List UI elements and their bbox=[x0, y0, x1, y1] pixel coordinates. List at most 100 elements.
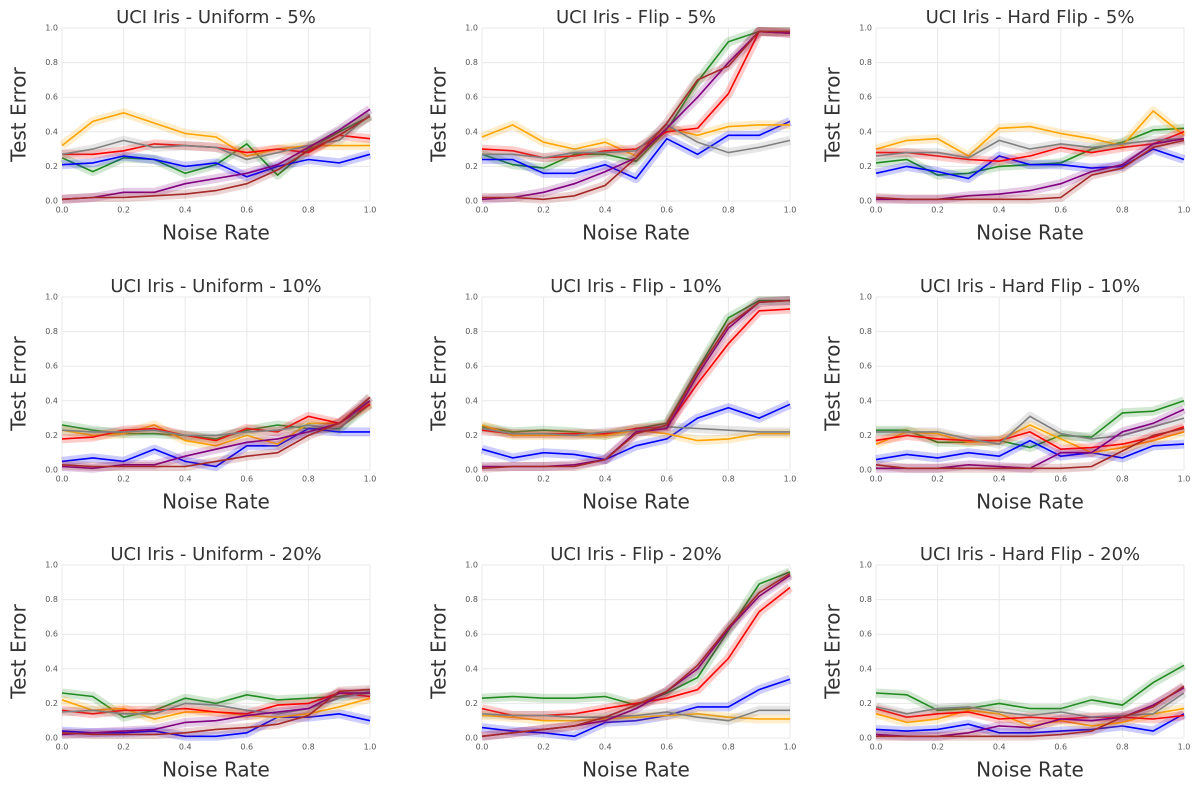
series-line bbox=[481, 30, 790, 169]
y-tick-label: 0.0 bbox=[859, 197, 872, 206]
y-tick-label: 0.0 bbox=[859, 466, 872, 475]
x-tick-label: 1.0 bbox=[364, 743, 377, 752]
y-tick-label: 0.6 bbox=[45, 362, 58, 371]
series-line bbox=[875, 707, 1185, 720]
y-tick-label: 0.0 bbox=[45, 734, 58, 743]
x-tick-label: 0.4 bbox=[599, 206, 612, 215]
x-tick-label: 0.8 bbox=[722, 743, 735, 752]
series-line bbox=[875, 137, 1185, 159]
x-tick-label: 0.6 bbox=[660, 743, 673, 752]
x-tick-label: 0.2 bbox=[931, 743, 944, 752]
series-line bbox=[61, 113, 371, 161]
y-tick-label: 0.8 bbox=[45, 58, 58, 67]
x-tick-label: 1.0 bbox=[1178, 206, 1191, 215]
x-tick-label: 0.2 bbox=[117, 475, 130, 484]
x-tick-label: 1.0 bbox=[784, 475, 797, 484]
x-tick-label: 0.0 bbox=[476, 475, 489, 484]
y-tick-label: 0.4 bbox=[859, 127, 872, 136]
y-tick-label: 0.6 bbox=[465, 93, 478, 102]
y-tick-label: 0.6 bbox=[45, 93, 58, 102]
x-tick-label: 0.8 bbox=[1116, 743, 1129, 752]
x-axis-label: Noise Rate bbox=[162, 221, 270, 245]
series-line bbox=[61, 401, 371, 447]
x-tick-label: 0.6 bbox=[1054, 206, 1067, 215]
y-tick-label: 0.2 bbox=[859, 699, 872, 708]
y-tick-label: 0.2 bbox=[45, 699, 58, 708]
series-line bbox=[61, 108, 371, 201]
x-tick-label: 1.0 bbox=[784, 743, 797, 752]
series-line bbox=[481, 30, 791, 159]
series-line bbox=[875, 707, 1185, 727]
series-line bbox=[875, 427, 1185, 470]
x-tick-label: 0.0 bbox=[870, 743, 883, 752]
y-axis-label: Test Error bbox=[427, 66, 451, 162]
x-tick-label: 0.8 bbox=[1116, 475, 1129, 484]
series-line bbox=[61, 688, 371, 736]
x-tick-label: 0.2 bbox=[117, 743, 130, 752]
y-tick-label: 0.6 bbox=[465, 362, 478, 371]
series-line bbox=[61, 692, 371, 719]
series-line bbox=[876, 131, 1185, 163]
y-tick-label: 0.0 bbox=[465, 197, 478, 206]
series-line bbox=[481, 572, 791, 738]
chart-title: UCI Iris - Flip - 5% bbox=[556, 7, 716, 28]
x-tick-label: 0.4 bbox=[993, 206, 1006, 215]
y-tick-label: 1.0 bbox=[45, 24, 58, 33]
series-line bbox=[876, 415, 1185, 445]
x-tick-label: 0.4 bbox=[179, 743, 192, 752]
series-line bbox=[61, 712, 371, 738]
y-tick-label: 0.6 bbox=[465, 630, 478, 639]
series-line bbox=[61, 396, 371, 437]
x-tick-label: 0.2 bbox=[537, 475, 550, 484]
chart-title: UCI Iris - Hard Flip - 10% bbox=[920, 276, 1140, 297]
x-tick-label: 0.0 bbox=[56, 206, 69, 215]
x-tick-label: 1.0 bbox=[364, 206, 377, 215]
series-line bbox=[481, 425, 790, 437]
x-axis-label: Noise Rate bbox=[976, 758, 1084, 782]
x-tick-label: 0.8 bbox=[1116, 206, 1129, 215]
x-tick-label: 0.0 bbox=[56, 743, 69, 752]
series-line bbox=[875, 439, 1185, 461]
series-line bbox=[875, 664, 1185, 712]
y-tick-label: 0.0 bbox=[859, 734, 872, 743]
series-line bbox=[876, 685, 1185, 738]
x-tick-label: 0.4 bbox=[179, 475, 192, 484]
series-line bbox=[481, 678, 791, 738]
y-tick-label: 0.2 bbox=[465, 431, 478, 440]
y-tick-label: 0.8 bbox=[465, 595, 478, 604]
y-tick-label: 0.4 bbox=[465, 127, 478, 136]
series-line bbox=[481, 299, 791, 470]
y-tick-label: 0.4 bbox=[45, 664, 58, 673]
y-tick-label: 0.6 bbox=[859, 93, 872, 102]
y-tick-label: 0.8 bbox=[465, 58, 478, 67]
y-tick-label: 1.0 bbox=[859, 561, 872, 570]
x-tick-label: 0.2 bbox=[537, 743, 550, 752]
x-tick-label: 0.6 bbox=[240, 743, 253, 752]
y-tick-label: 0.6 bbox=[859, 630, 872, 639]
x-tick-label: 0.2 bbox=[931, 206, 944, 215]
y-tick-label: 0.0 bbox=[465, 734, 478, 743]
y-tick-label: 0.8 bbox=[465, 327, 478, 336]
chart-title: UCI Iris - Uniform - 10% bbox=[110, 276, 321, 297]
x-tick-label: 0.0 bbox=[476, 743, 489, 752]
y-tick-label: 0.8 bbox=[859, 58, 872, 67]
x-tick-label: 0.4 bbox=[993, 743, 1006, 752]
x-tick-label: 0.0 bbox=[870, 206, 883, 215]
y-tick-label: 0.2 bbox=[45, 431, 58, 440]
x-axis-label: Noise Rate bbox=[582, 490, 690, 514]
y-axis-label: Test Error bbox=[7, 335, 31, 431]
x-tick-label: 0.6 bbox=[660, 475, 673, 484]
y-axis-label: Test Error bbox=[427, 603, 451, 699]
x-tick-label: 0.0 bbox=[56, 475, 69, 484]
x-tick-label: 0.2 bbox=[537, 206, 550, 215]
y-axis-label: Test Error bbox=[7, 66, 31, 162]
series-line bbox=[875, 426, 1185, 451]
y-tick-label: 0.4 bbox=[859, 396, 872, 405]
x-tick-label: 1.0 bbox=[364, 475, 377, 484]
y-tick-label: 0.2 bbox=[465, 162, 478, 171]
x-tick-label: 0.6 bbox=[1054, 475, 1067, 484]
y-tick-label: 1.0 bbox=[465, 24, 478, 33]
y-tick-label: 1.0 bbox=[465, 293, 478, 302]
y-tick-label: 0.4 bbox=[465, 664, 478, 673]
y-tick-label: 1.0 bbox=[859, 293, 872, 302]
